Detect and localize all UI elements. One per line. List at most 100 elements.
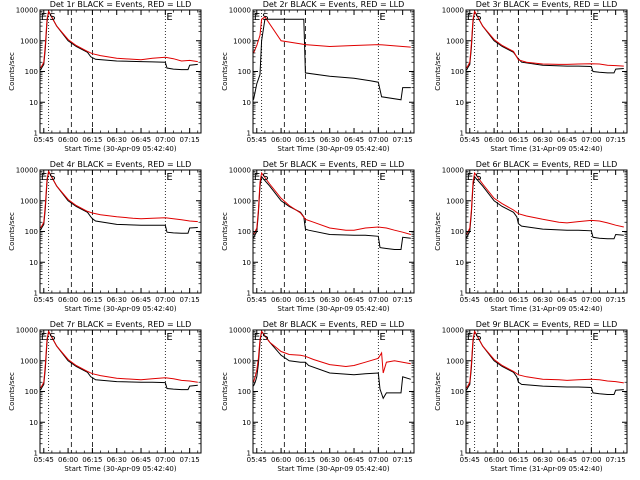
- y-tick-label: 100: [238, 228, 251, 236]
- y-tick-label: 10000: [16, 7, 38, 15]
- x-tick-label: 06:30: [107, 296, 127, 304]
- lld-series-line: [253, 16, 411, 54]
- interval-marker: S: [262, 332, 268, 343]
- x-axis-label: Start Time (30-Apr-09 05:42:40): [277, 305, 389, 313]
- panel-title: Det 6r BLACK = Events, RED = LLD: [476, 160, 618, 169]
- interval-marker: E: [379, 332, 385, 343]
- detector-panel-4: Det 4r BLACK = Events, RED = LLD 1 10 100 10…: [8, 160, 202, 313]
- interval-marker: E: [166, 332, 172, 343]
- x-tick-label: 06:00: [58, 136, 78, 144]
- y-axis-label: Counts/sec: [221, 212, 229, 251]
- x-tick-label: 06:45: [131, 296, 151, 304]
- x-tick-label: 06:00: [484, 136, 504, 144]
- interval-marker: E: [467, 172, 473, 183]
- y-tick-label: 10: [242, 99, 251, 107]
- panel-title: Det 2r BLACK = Events, RED = LLD: [263, 0, 405, 9]
- plot-frame: [39, 9, 202, 134]
- lld-series-line: [253, 171, 411, 235]
- y-tick-label: 100: [451, 228, 464, 236]
- y-tick-label: 10: [455, 259, 464, 267]
- panel-title: Det 4r BLACK = Events, RED = LLD: [50, 160, 192, 169]
- interval-marker: S: [49, 172, 55, 183]
- x-tick-label: 05:45: [247, 136, 267, 144]
- interval-marker: S: [475, 172, 481, 183]
- x-tick-label: 07:15: [393, 136, 413, 144]
- interval-marker: E: [592, 332, 598, 343]
- plot-frame: [252, 169, 415, 294]
- y-axis-label: Counts/sec: [8, 372, 16, 411]
- lld-series-line: [253, 330, 411, 383]
- y-tick-label: 10000: [16, 167, 38, 175]
- events-series-line: [40, 170, 198, 234]
- x-tick-label: 06:15: [295, 296, 315, 304]
- x-tick-label: 06:45: [131, 456, 151, 464]
- x-tick-label: 06:00: [271, 456, 291, 464]
- lld-series-line: [40, 10, 198, 69]
- x-tick-label: 07:15: [606, 456, 626, 464]
- panel-title: Det 7r BLACK = Events, RED = LLD: [50, 320, 192, 329]
- y-tick-label: 10: [29, 259, 38, 267]
- plot-frame: [39, 329, 202, 454]
- y-tick-label: 100: [25, 388, 38, 396]
- y-tick-label: 1: [460, 130, 464, 138]
- lld-series-line: [466, 330, 624, 389]
- interval-marker: S: [262, 172, 268, 183]
- panel-title: Det 3r BLACK = Events, RED = LLD: [476, 0, 618, 9]
- x-tick-label: 07:15: [393, 296, 413, 304]
- interval-marker: E: [467, 12, 473, 23]
- x-axis-label: Start Time (31-Apr-09 05:42:40): [490, 145, 602, 153]
- plot-frame: [465, 169, 628, 294]
- x-tick-label: 07:00: [581, 136, 601, 144]
- detector-panel-2: Det 2r BLACK = Events, RED = LLD 1 10 100 10…: [221, 0, 415, 153]
- interval-marker: E: [467, 332, 473, 343]
- y-axis-label: Counts/sec: [221, 372, 229, 411]
- y-tick-label: 1: [247, 130, 251, 138]
- y-tick-label: 100: [25, 68, 38, 76]
- x-tick-label: 06:00: [484, 296, 504, 304]
- x-tick-label: 05:45: [34, 296, 54, 304]
- x-tick-label: 06:00: [271, 136, 291, 144]
- y-tick-label: 1000: [20, 357, 38, 365]
- x-tick-label: 06:30: [533, 296, 553, 304]
- detector-panel-6: Det 6r BLACK = Events, RED = LLD 1 10 100 10…: [434, 160, 628, 313]
- x-tick-label: 06:30: [533, 136, 553, 144]
- interval-marker: S: [475, 332, 481, 343]
- y-tick-label: 10000: [16, 327, 38, 335]
- interval-marker: S: [262, 12, 268, 23]
- x-tick-label: 05:45: [34, 136, 54, 144]
- x-tick-label: 06:45: [131, 136, 151, 144]
- x-tick-label: 07:15: [606, 296, 626, 304]
- x-tick-label: 07:00: [155, 456, 175, 464]
- x-tick-label: 07:15: [180, 456, 200, 464]
- plot-frame: [465, 329, 628, 454]
- x-tick-label: 05:45: [460, 136, 480, 144]
- y-tick-label: 1000: [233, 37, 251, 45]
- x-axis-label: Start Time (30-Apr-09 05:42:40): [277, 145, 389, 153]
- x-tick-label: 07:00: [368, 136, 388, 144]
- x-tick-label: 07:15: [393, 456, 413, 464]
- interval-marker: E: [254, 332, 260, 343]
- y-tick-label: 1000: [20, 37, 38, 45]
- x-tick-label: 05:45: [460, 456, 480, 464]
- x-tick-label: 06:45: [557, 296, 577, 304]
- panel-title: Det 5r BLACK = Events, RED = LLD: [263, 160, 405, 169]
- y-tick-label: 10000: [442, 167, 464, 175]
- interval-marker: E: [254, 12, 260, 23]
- lld-series-line: [466, 171, 624, 235]
- x-axis-label: Start Time (30-Apr-09 05:42:40): [64, 145, 176, 153]
- y-tick-label: 1: [34, 450, 38, 458]
- x-tick-label: 06:45: [344, 136, 364, 144]
- x-tick-label: 07:00: [581, 456, 601, 464]
- x-tick-label: 06:00: [271, 296, 291, 304]
- x-tick-label: 06:45: [344, 456, 364, 464]
- detector-panel-7: Det 7r BLACK = Events, RED = LLD 1 10 100 10…: [8, 320, 202, 473]
- x-tick-label: 06:30: [320, 296, 340, 304]
- y-tick-label: 100: [25, 228, 38, 236]
- x-tick-label: 06:15: [82, 296, 102, 304]
- x-tick-label: 05:45: [34, 456, 54, 464]
- interval-marker: E: [41, 12, 47, 23]
- events-series-line: [253, 175, 411, 250]
- lld-series-line: [40, 170, 198, 229]
- y-tick-label: 100: [451, 388, 464, 396]
- events-series-line: [466, 175, 624, 240]
